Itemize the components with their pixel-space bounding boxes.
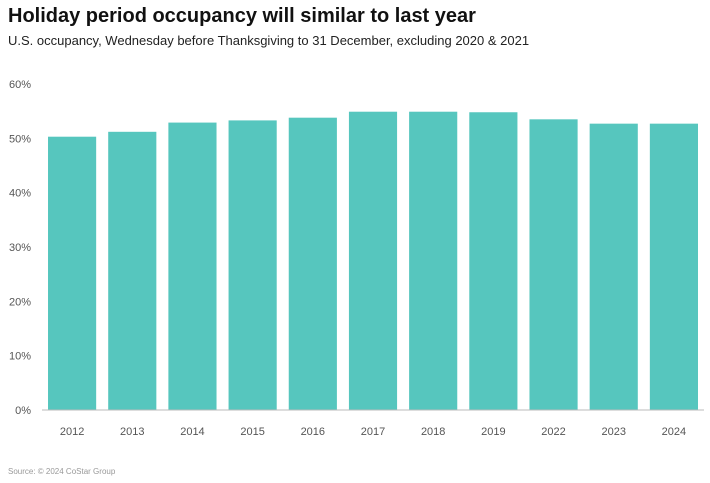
bar-2022 [529, 119, 578, 410]
x-tick-label: 2015 [240, 426, 264, 438]
bar-2024 [649, 123, 698, 410]
bar-2014 [168, 122, 217, 410]
x-tick-label: 2019 [481, 426, 505, 438]
y-tick-label: 10% [9, 351, 31, 363]
x-tick-label: 2012 [60, 426, 84, 438]
y-tick-label: 50% [9, 133, 31, 145]
bar-2018 [409, 111, 458, 411]
x-tick-label: 2023 [601, 426, 625, 438]
bar-2019 [469, 112, 518, 410]
x-tick-label: 2016 [301, 426, 325, 438]
y-tick-label: 60% [9, 79, 31, 91]
x-tick-label: 2018 [421, 426, 445, 438]
bar-2016 [288, 117, 337, 410]
bar-2013 [108, 131, 157, 410]
bar-2015 [228, 120, 277, 411]
y-tick-label: 20% [9, 296, 31, 308]
y-tick-label: 40% [9, 188, 31, 200]
y-tick-label: 0% [15, 405, 31, 417]
bar-2023 [589, 123, 638, 410]
x-tick-label: 2017 [361, 426, 385, 438]
bar-2012 [48, 136, 97, 410]
x-tick-label: 2024 [662, 426, 686, 438]
x-tick-label: 2014 [180, 426, 204, 438]
x-tick-label: 2013 [120, 426, 144, 438]
x-tick-label: 2022 [541, 426, 565, 438]
source-note: Source: © 2024 CoStar Group [8, 467, 116, 476]
y-tick-label: 30% [9, 242, 31, 254]
chart-subtitle: U.S. occupancy, Wednesday before Thanksg… [8, 33, 530, 48]
bar-2017 [348, 111, 398, 411]
chart-title: Holiday period occupancy will similar to… [8, 5, 476, 27]
